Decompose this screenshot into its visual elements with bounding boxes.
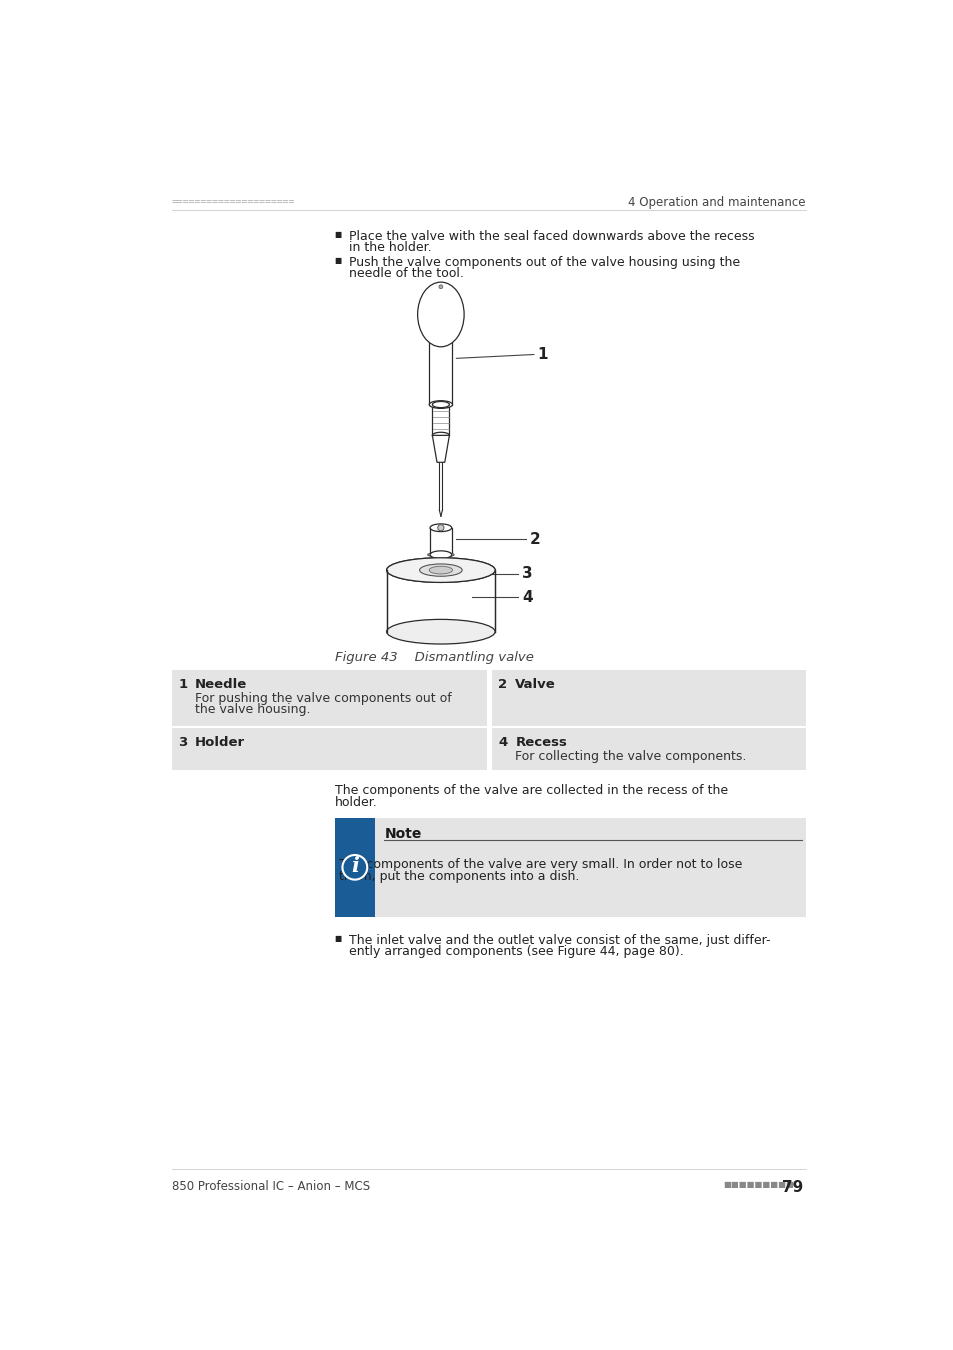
Ellipse shape [419, 564, 461, 576]
Text: 4 Operation and maintenance: 4 Operation and maintenance [628, 196, 805, 208]
Text: Place the valve with the seal faced downwards above the recess: Place the valve with the seal faced down… [348, 230, 754, 243]
Text: 4: 4 [497, 736, 507, 749]
Text: i: i [351, 856, 358, 876]
Text: ■: ■ [335, 230, 341, 239]
Text: ■: ■ [335, 934, 341, 942]
Bar [335, 818, 805, 917]
Text: 1: 1 [537, 347, 548, 362]
Ellipse shape [427, 552, 454, 558]
Bar [492, 670, 805, 726]
Text: The components of the valve are collected in the recess of the: The components of the valve are collecte… [335, 784, 727, 796]
Bar [386, 570, 495, 632]
Ellipse shape [386, 558, 495, 582]
Ellipse shape [417, 282, 464, 347]
Text: 3: 3 [521, 567, 533, 582]
Text: 850 Professional IC – Anion – MCS: 850 Professional IC – Anion – MCS [172, 1180, 370, 1193]
Text: Holder: Holder [195, 736, 245, 749]
Text: them, put the components into a dish.: them, put the components into a dish. [338, 869, 578, 883]
Ellipse shape [432, 401, 449, 408]
Text: ■■■■■■■■■: ■■■■■■■■■ [723, 1180, 794, 1189]
Text: the valve housing.: the valve housing. [195, 703, 311, 717]
Circle shape [342, 855, 367, 880]
Text: Needle: Needle [195, 678, 247, 691]
Bar [335, 818, 375, 917]
Bar [429, 315, 452, 405]
Ellipse shape [429, 566, 452, 574]
Ellipse shape [386, 558, 495, 582]
Text: 2: 2 [497, 678, 507, 691]
Ellipse shape [430, 524, 452, 532]
Text: holder.: holder. [335, 795, 377, 809]
Text: Push the valve components out of the valve housing using the: Push the valve components out of the val… [348, 256, 739, 269]
Text: 3: 3 [178, 736, 187, 749]
Bar [172, 670, 487, 726]
Text: 2: 2 [530, 532, 540, 547]
Text: Recess: Recess [515, 736, 566, 749]
Ellipse shape [432, 432, 449, 439]
Ellipse shape [430, 551, 452, 559]
Text: The components of the valve are very small. In order not to lose: The components of the valve are very sma… [338, 859, 741, 871]
Circle shape [437, 525, 443, 531]
Bar [172, 728, 487, 771]
Text: The inlet valve and the outlet valve consist of the same, just differ-: The inlet valve and the outlet valve con… [348, 934, 769, 946]
Text: For pushing the valve components out of: For pushing the valve components out of [195, 691, 452, 705]
Text: needle of the tool.: needle of the tool. [348, 267, 463, 281]
Bar [492, 728, 805, 771]
Text: 79: 79 [781, 1180, 802, 1195]
Text: in the holder.: in the holder. [348, 242, 431, 254]
Text: Note: Note [384, 828, 421, 841]
Text: =====================: ===================== [172, 197, 295, 207]
Text: 4: 4 [521, 590, 533, 605]
Text: 1: 1 [178, 678, 187, 691]
Text: ■: ■ [335, 256, 341, 265]
Text: Figure 43    Dismantling valve: Figure 43 Dismantling valve [335, 651, 533, 664]
Text: ently arranged components (see Figure 44, page 80).: ently arranged components (see Figure 44… [348, 945, 682, 958]
Text: Valve: Valve [515, 678, 556, 691]
Ellipse shape [429, 401, 452, 409]
Text: For collecting the valve components.: For collecting the valve components. [515, 749, 746, 763]
Ellipse shape [386, 620, 495, 644]
Circle shape [438, 285, 442, 289]
Polygon shape [432, 435, 449, 462]
